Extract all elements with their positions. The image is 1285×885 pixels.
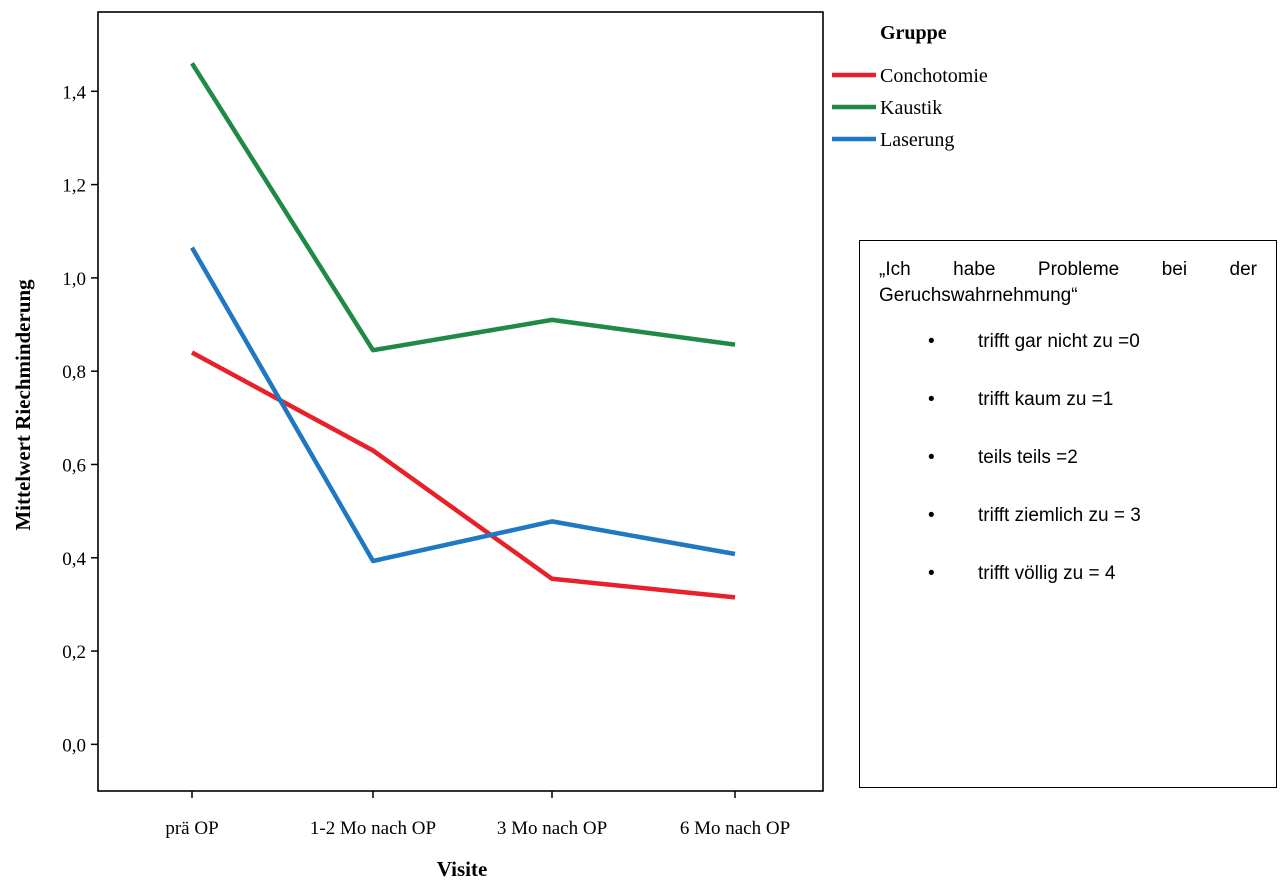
y-axis-title: Mittelwert Riechminderung xyxy=(11,279,35,531)
legend-label-laserung: Laserung xyxy=(880,129,954,151)
y-tick-label: 1,0 xyxy=(62,269,86,290)
series-line-laserung xyxy=(190,246,736,564)
x-axis-title: Visite xyxy=(437,857,488,881)
rating-scale-item-text: trifft kaum zu =1 xyxy=(978,389,1114,410)
legend-label-conchotomie: Conchotomie xyxy=(880,65,988,87)
rating-scale-note: „Ich habe Probleme bei der Geruchswahrne… xyxy=(859,240,1277,788)
y-tick-label: 1,4 xyxy=(62,82,86,103)
legend-label-kaustik: Kaustik xyxy=(880,97,942,119)
rating-scale-item-text: trifft ziemlich zu = 3 xyxy=(978,505,1141,526)
legend: Gruppe Conchotomie Kaustik Laserung xyxy=(832,22,988,151)
bullet-icon: • xyxy=(928,447,935,468)
bullet-icon: • xyxy=(928,331,935,352)
note-question: „Ich habe Probleme bei der Geruchswahrne… xyxy=(879,257,1257,309)
bullet-icon: • xyxy=(928,563,935,584)
rating-scale-item-text: trifft gar nicht zu =0 xyxy=(978,331,1140,352)
y-tick-label: 1,2 xyxy=(62,176,86,197)
y-tick-label: 0,6 xyxy=(62,455,86,476)
y-tick-label: 0,8 xyxy=(62,362,86,383)
rating-scale-item: • trifft kaum zu =1 xyxy=(879,387,1257,445)
x-tick-label: 3 Mo nach OP xyxy=(497,818,607,839)
y-tick-label: 0,2 xyxy=(62,642,86,663)
note-question-line-2: Geruchswahrnehmung“ xyxy=(879,285,1078,306)
rating-scale-item-text: trifft völlig zu = 4 xyxy=(978,563,1116,584)
rating-scale-item: • trifft ziemlich zu = 3 xyxy=(879,503,1257,561)
x-tick-label: 6 Mo nach OP xyxy=(680,818,790,839)
rating-scale-item: • trifft völlig zu = 4 xyxy=(879,561,1257,619)
bullet-icon: • xyxy=(928,505,935,526)
x-tick-label: 1-2 Mo nach OP xyxy=(310,818,436,839)
series-line-kaustik xyxy=(190,62,736,353)
rating-scale-list: • trifft gar nicht zu =0 • trifft kaum zu =… xyxy=(879,329,1257,619)
x-tick-label: prä OP xyxy=(165,818,218,839)
bullet-icon: • xyxy=(928,389,935,410)
legend-title: Gruppe xyxy=(880,22,947,44)
y-tick-label: 0,0 xyxy=(62,735,86,756)
rating-scale-item-text: teils teils =2 xyxy=(978,447,1078,468)
rating-scale-item: • trifft gar nicht zu =0 xyxy=(879,329,1257,387)
y-tick-label: 0,4 xyxy=(62,549,86,570)
plot-frame xyxy=(97,11,824,792)
rating-scale-item: • teils teils =2 xyxy=(879,445,1257,503)
note-question-line-1: „Ich habe Probleme bei der xyxy=(879,259,1257,280)
